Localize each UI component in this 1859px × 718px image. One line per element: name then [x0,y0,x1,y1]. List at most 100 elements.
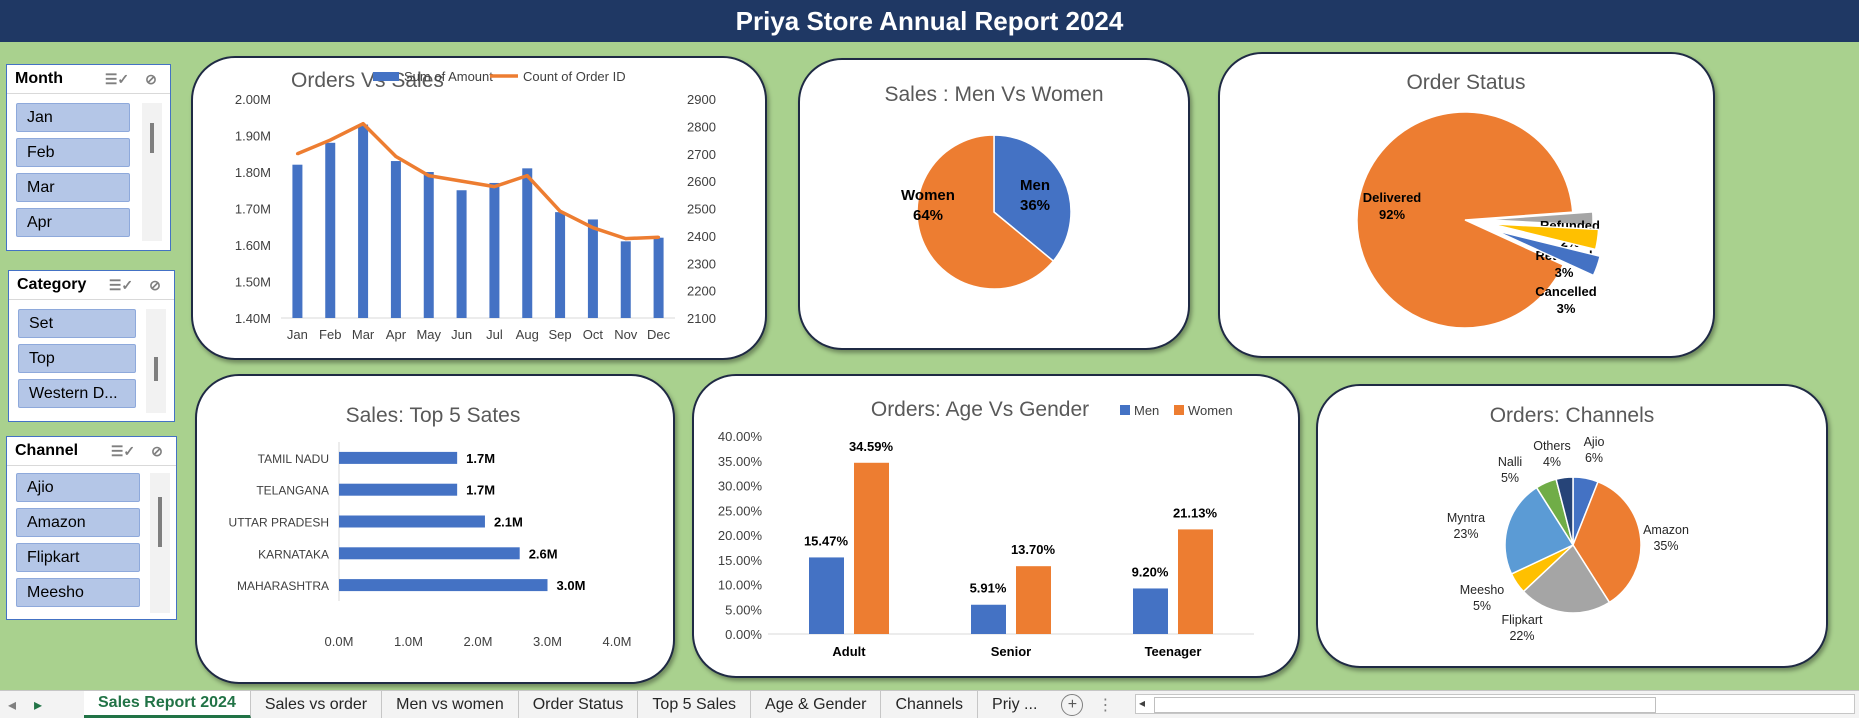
data-label-karnataka: 2.6M [529,546,558,561]
slice-label-delivered: 92% [1379,207,1405,222]
multi-select-icon[interactable]: ☰✓ [110,442,136,459]
scroll-left-icon[interactable]: ◂ [1139,696,1146,710]
slicer-item-top[interactable]: Top [18,344,136,373]
tab-top-5-sales[interactable]: Top 5 Sales [638,691,752,718]
y-right-tick: 2100 [687,311,716,326]
slicer-item-mar[interactable]: Mar [16,173,130,202]
scrollbar-thumb[interactable] [154,357,158,381]
channel-slicer-scrollbar[interactable] [150,473,170,613]
men-vs-women-card[interactable]: Sales : Men Vs Women Men 36% Women 64% [798,58,1190,350]
y-tick-tamil-nadu: TAMIL NADU [258,452,329,466]
y-tick-uttar-pradesh: UTTAR PRADESH [229,516,329,530]
data-label-teenager-men: 9.20% [1132,564,1169,579]
category-slicer-header: Category ☰✓ ⊘ [9,271,174,300]
x-tick-jun: Jun [451,327,472,342]
month-slicer-scrollbar[interactable] [142,103,162,241]
slice-name-meesho: Meesho [1460,583,1505,597]
report-title: Priya Store Annual Report 2024 [0,0,1859,42]
y-right-tick: 2700 [687,147,716,162]
bar-maharashtra [339,579,548,592]
slice-flipkart [1522,543,1611,614]
tab-sales-report-2024[interactable]: Sales Report 2024 [84,691,251,718]
slicer-item-jan[interactable]: Jan [16,103,130,132]
slicer-item-apr[interactable]: Apr [16,208,130,237]
slice-label-others: 4% [1543,455,1561,469]
slice-women [916,134,1055,290]
clear-filter-icon[interactable]: ⊘ [151,442,163,459]
tab-nav: ◂ ▸ [0,695,84,715]
slicer-item-meesho[interactable]: Meesho [16,578,140,607]
y-tick: 25.00% [718,503,763,518]
slice-returned [1490,223,1600,251]
slice-name-ajio: Ajio [1584,435,1605,449]
bar-dec [653,237,664,318]
data-label-senior-men: 5.91% [970,581,1007,596]
point-may [427,174,431,178]
slicer-item-flipkart[interactable]: Flipkart [16,543,140,572]
slicer-item-western-dress[interactable]: Western D... [18,379,136,408]
slicer-item-set[interactable]: Set [18,309,136,338]
bar-nov [620,241,631,318]
slice-myntra [1504,486,1575,575]
channels-card[interactable]: Orders: Channels Ajio 6% Amazon 35% Flipkart 2… [1316,384,1828,668]
x-tick-senior: Senior [991,644,1031,659]
month-slicer-title: Month [15,70,63,87]
scrollbar-thumb[interactable] [150,123,154,153]
tab-prev-icon[interactable]: ◂ [8,696,17,714]
more-options-icon[interactable]: ⋮ [1097,696,1114,714]
tab-order-status[interactable]: Order Status [519,691,639,718]
tab-men-vs-women[interactable]: Men vs women [382,691,519,718]
month-slicer: Month ☰✓ ⊘ Jan Feb Mar Apr [6,64,171,251]
top5-states-card[interactable]: Sales: Top 5 Sates TAMIL NADU 1.7M TELANGAN… [195,374,675,684]
legend-swatch-sum-of-amount [373,72,399,81]
bar-adult-women [854,462,889,634]
clear-filter-icon[interactable]: ⊘ [149,276,161,293]
bar-tamil-nadu [339,451,458,464]
order-status-card[interactable]: Order StatusDelivered92%Refunded2%Return… [1218,52,1715,358]
bar-jun [456,190,467,318]
bar-jan [292,164,303,318]
x-tick-jan: Jan [287,327,308,342]
slice-name-men: Men [1020,177,1050,194]
category-slicer-scrollbar[interactable] [146,309,166,413]
add-sheet-icon[interactable]: + [1061,693,1084,716]
y-left-tick: 1.90M [235,129,271,144]
tab-channels[interactable]: Channels [881,691,979,718]
tab-sales-vs-order[interactable]: Sales vs order [251,691,383,718]
slice-label-cancelled: 3% [1557,301,1576,316]
bar-senior-women [1016,566,1051,634]
clear-filter-icon[interactable]: ⊘ [145,70,157,87]
legend-swatch-women [1174,405,1184,415]
scrollbar-thumb[interactable] [1154,697,1656,713]
scrollbar-thumb[interactable] [158,497,162,547]
slice-name-cancelled: Cancelled [1535,284,1596,299]
bar-sep [555,212,566,318]
age-vs-gender-chart: Orders: Age Vs Gender Men Women 40.00% 35.00… [718,398,1254,659]
men-vs-women-chart: Sales : Men Vs Women Men 36% Women 64% [884,83,1104,290]
x-tick-sep: Sep [549,327,572,342]
multi-select-icon[interactable]: ☰✓ [108,276,134,293]
slice-label-ajio: 6% [1585,451,1603,465]
bar-may [423,172,434,318]
horizontal-scrollbar[interactable]: ◂ [1135,694,1855,714]
slice-name-women: Women [901,187,955,204]
data-label-telangana: 1.7M [466,483,495,498]
y-tick-telangana: TELANGANA [256,484,329,498]
channel-slicer: Channel ☰✓ ⊘ Ajio Amazon Flipkart Meesho [6,436,177,620]
data-label-adult-women: 34.59% [849,439,894,454]
multi-select-icon[interactable]: ☰✓ [104,70,130,87]
slicer-item-feb[interactable]: Feb [16,138,130,167]
y-right-tick: 2900 [687,92,716,107]
slice-label-amazon: 35% [1653,539,1678,553]
tab-age-gender[interactable]: Age & Gender [751,691,882,718]
slicer-item-ajio[interactable]: Ajio [16,473,140,502]
tab-next-icon[interactable]: ▸ [34,696,43,714]
slicer-item-amazon[interactable]: Amazon [16,508,140,537]
tab-priya-truncated[interactable]: Priy ... [992,695,1038,713]
orders-vs-sales-card[interactable]: Orders Vs Sales Sum of Amount Count of Ord… [191,56,767,360]
slice-name-myntra: Myntra [1447,511,1485,525]
legend-label-sum-of-amount: Sum of Amount [404,69,493,84]
data-label-tamil-nadu: 1.7M [466,451,495,466]
age-vs-gender-card[interactable]: Orders: Age Vs Gender Men Women 40.00% 35.00… [692,374,1300,678]
y-right-tick: 2500 [687,202,716,217]
